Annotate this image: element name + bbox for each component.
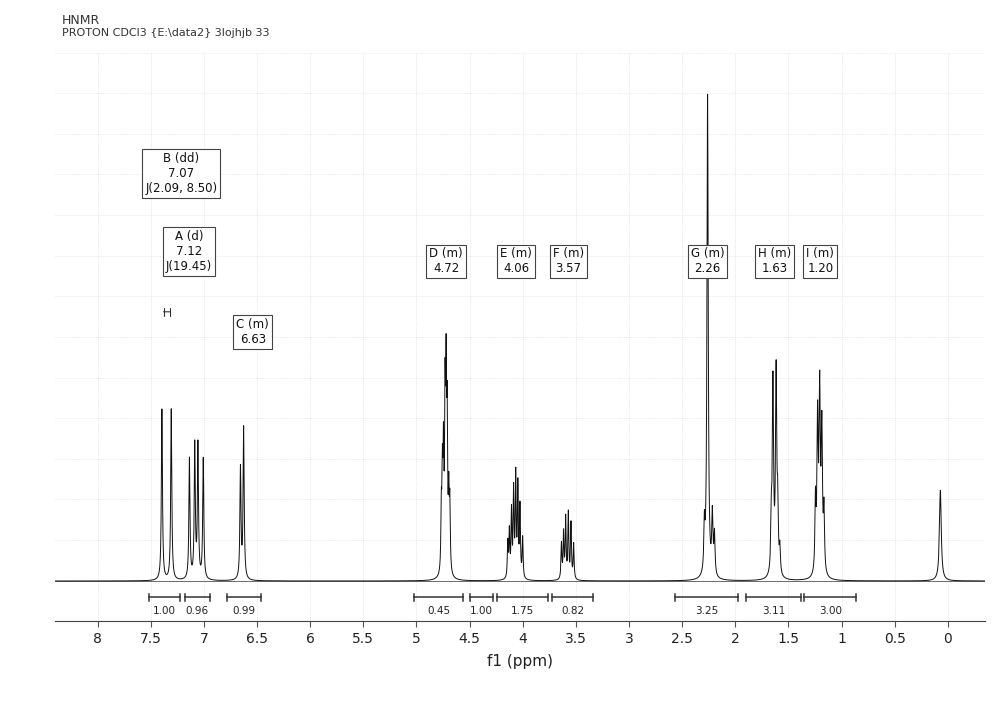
Text: E (m)
4.06: E (m) 4.06	[500, 248, 532, 275]
Text: 1.00: 1.00	[153, 606, 176, 616]
Text: PROTON CDCl3 {E:\data2} 3lojhjb 33: PROTON CDCl3 {E:\data2} 3lojhjb 33	[62, 28, 270, 38]
Text: 3.00: 3.00	[819, 606, 842, 616]
X-axis label: f1 (ppm): f1 (ppm)	[487, 654, 553, 669]
Text: 0.45: 0.45	[427, 606, 450, 616]
Text: 0.96: 0.96	[186, 606, 209, 616]
Text: B (dd)
7.07
J(2.09, 8.50): B (dd) 7.07 J(2.09, 8.50)	[145, 152, 218, 195]
Text: 3.25: 3.25	[695, 606, 718, 616]
Text: A (d)
7.12
J(19.45): A (d) 7.12 J(19.45)	[166, 230, 212, 273]
Text: H (m)
1.63: H (m) 1.63	[758, 248, 791, 275]
Text: 0.82: 0.82	[561, 606, 584, 616]
Text: 1.00: 1.00	[470, 606, 493, 616]
Text: F (m)
3.57: F (m) 3.57	[553, 248, 584, 275]
Text: I (m)
1.20: I (m) 1.20	[806, 248, 834, 275]
Text: HNMR: HNMR	[62, 14, 100, 27]
Text: D (m)
4.72: D (m) 4.72	[429, 248, 463, 275]
Text: C (m)
6.63: C (m) 6.63	[236, 318, 269, 346]
Text: 1.75: 1.75	[511, 606, 534, 616]
Text: G (m)
2.26: G (m) 2.26	[691, 248, 724, 275]
Text: 3.11: 3.11	[762, 606, 785, 616]
Text: 0.99: 0.99	[233, 606, 256, 616]
